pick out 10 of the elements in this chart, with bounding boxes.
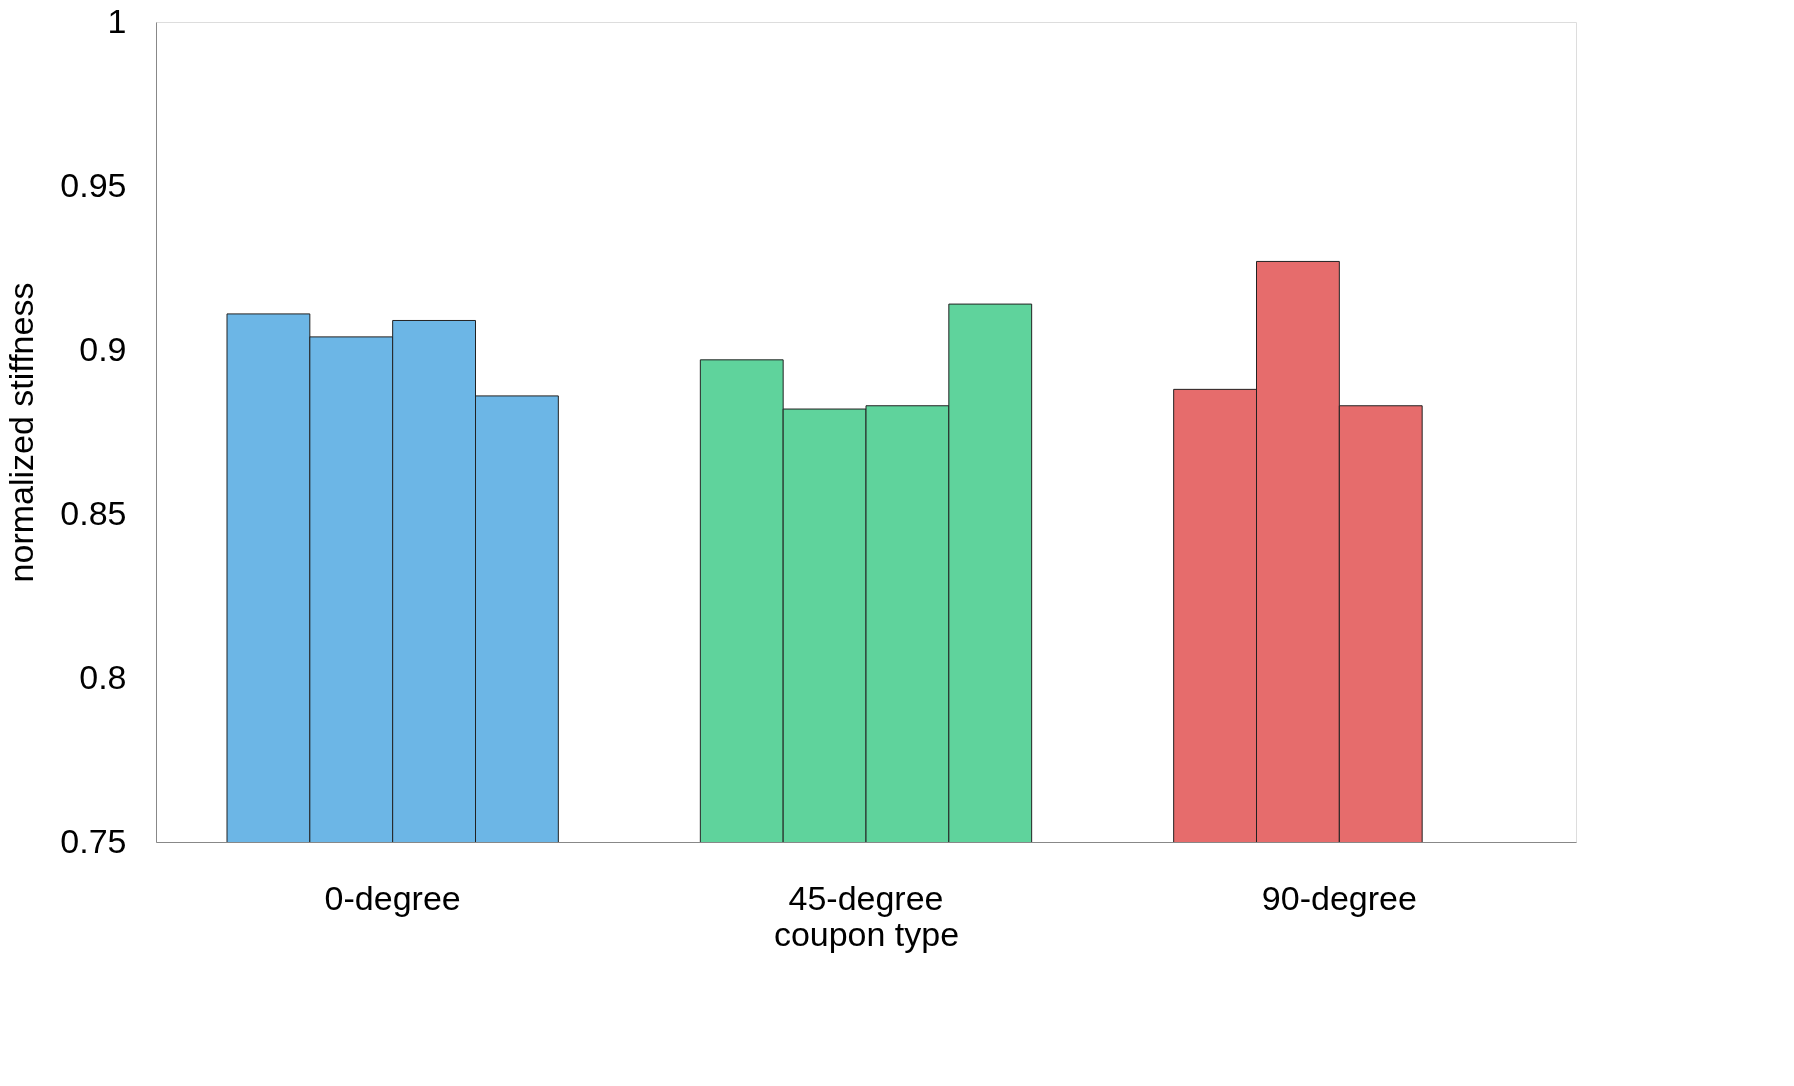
y-axis-title: normalized stiffness — [2, 282, 41, 583]
y-tick-label: 0.75 — [60, 821, 127, 860]
x-tick-label: 45-degree — [788, 878, 944, 917]
x-tick-label: 0-degree — [324, 878, 461, 917]
y-tick-label: 1 — [107, 1, 127, 40]
y-tick-label: 0.85 — [60, 493, 127, 532]
x-tick-label: 90-degree — [1261, 878, 1417, 917]
y-tick-label: 0.8 — [79, 657, 127, 696]
y-tick-label: 0.9 — [79, 329, 127, 368]
y-tick-label: 0.95 — [60, 165, 127, 204]
